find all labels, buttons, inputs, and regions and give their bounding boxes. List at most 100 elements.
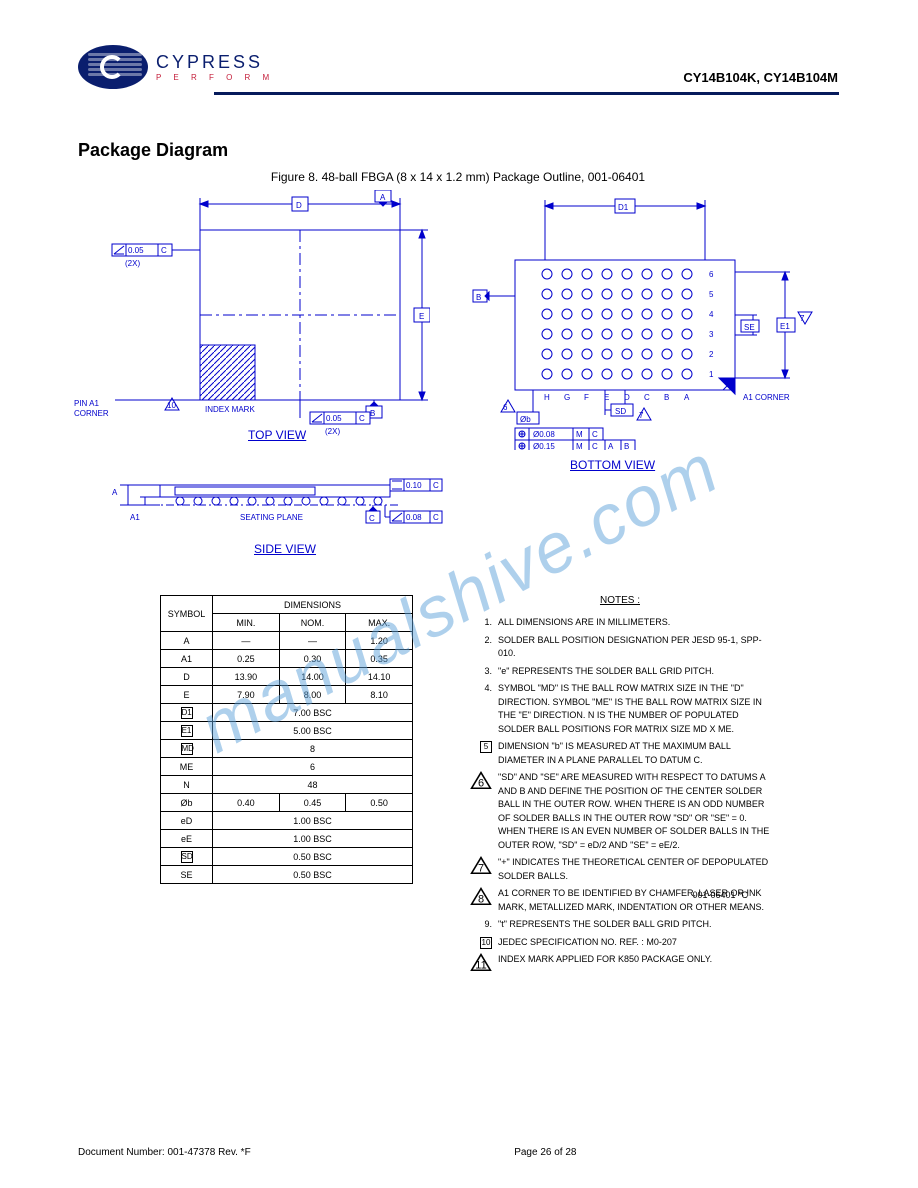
svg-text:D1: D1 — [618, 203, 629, 212]
svg-text:A: A — [112, 488, 118, 497]
header-rule — [214, 92, 839, 95]
table-row: ME6 — [161, 758, 413, 776]
svg-text:0.10: 0.10 — [406, 481, 422, 490]
svg-text:E: E — [419, 312, 424, 321]
svg-text:H: H — [544, 393, 550, 402]
table-row: A10.250.300.35 — [161, 650, 413, 668]
svg-text:8: 8 — [478, 894, 484, 906]
svg-text:1: 1 — [709, 370, 714, 379]
svg-text:SEATING PLANE: SEATING PLANE — [240, 513, 303, 522]
figure-caption: Figure 8. 48-ball FBGA (8 x 14 x 1.2 mm)… — [78, 170, 838, 184]
note-item: 6"SD" AND "SE" ARE MEASURED WITH RESPECT… — [470, 771, 770, 852]
logo-mark — [78, 45, 148, 89]
svg-text:6: 6 — [478, 778, 484, 790]
svg-text:7: 7 — [478, 863, 484, 875]
svg-text:3: 3 — [709, 330, 714, 339]
table-row: SE0.50 BSC — [161, 866, 413, 884]
svg-text:C: C — [161, 246, 167, 255]
svg-text:C: C — [433, 481, 439, 490]
svg-text:C: C — [592, 442, 598, 450]
note-item: 1.ALL DIMENSIONS ARE IN MILLIMETERS. — [470, 616, 770, 630]
svg-text:7: 7 — [800, 314, 805, 323]
logo: CYPRESS P E R F O R M — [78, 45, 274, 89]
note-item: 4.SYMBOL "MD" IS THE BALL ROW MATRIX SIZ… — [470, 682, 770, 736]
page: CYPRESS P E R F O R M CY14B104K, CY14B10… — [0, 0, 918, 1188]
svg-text:6: 6 — [503, 403, 508, 412]
logo-sub: P E R F O R M — [156, 73, 274, 82]
svg-text:Ø0.15: Ø0.15 — [533, 442, 555, 450]
svg-text:Ø0.08: Ø0.08 — [533, 430, 555, 439]
table-row: D17.00 BSC — [161, 704, 413, 722]
note-item: 3."e" REPRESENTS THE SOLDER BALL GRID PI… — [470, 665, 770, 679]
svg-text:PIN A1CORNER: PIN A1CORNER — [74, 399, 109, 418]
svg-text:D: D — [296, 201, 302, 210]
svg-text:C: C — [433, 513, 439, 522]
logo-name: CYPRESS — [156, 52, 274, 73]
svg-text:C: C — [369, 514, 375, 523]
package-reference: 001-06401 *C — [692, 890, 748, 900]
note-item: 7"+" INDICATES THE THEORETICAL CENTER OF… — [470, 856, 770, 883]
svg-text:6: 6 — [709, 270, 714, 279]
bottom-view-diagram: HGFEDCBA 654321 D1 E1 SE SD 7 7 6 B Øb — [455, 190, 835, 450]
table-row: E15.00 BSC — [161, 722, 413, 740]
table-row: A——1.20 — [161, 632, 413, 650]
svg-text:Øb: Øb — [520, 415, 531, 424]
svg-text:0.05: 0.05 — [128, 246, 144, 255]
svg-text:M: M — [576, 442, 583, 450]
svg-text:INDEX MARK: INDEX MARK — [205, 405, 255, 414]
footer: Document Number: 001-47378 Rev. *F Page … — [78, 1147, 840, 1158]
svg-text:5: 5 — [709, 290, 714, 299]
svg-text:SD: SD — [615, 407, 626, 416]
svg-text:A: A — [684, 393, 690, 402]
svg-text:G: G — [564, 393, 570, 402]
table-row: Øb0.400.450.50 — [161, 794, 413, 812]
svg-text:C: C — [359, 414, 365, 423]
svg-text:0.08: 0.08 — [406, 513, 422, 522]
svg-text:M: M — [576, 430, 583, 439]
svg-text:F: F — [584, 393, 589, 402]
part-number: CY14B104K, CY14B104M — [683, 70, 838, 85]
note-item: 9."t" REPRESENTS THE SOLDER BALL GRID PI… — [470, 918, 770, 932]
svg-text:A: A — [608, 442, 614, 450]
svg-text:4: 4 — [709, 310, 714, 319]
svg-text:10: 10 — [167, 401, 176, 410]
svg-text:A: A — [380, 193, 386, 202]
table-row: eE1.00 BSC — [161, 830, 413, 848]
table-row: MD8 — [161, 740, 413, 758]
table-row: N48 — [161, 776, 413, 794]
note-item: 10JEDEC SPECIFICATION NO. REF. : M0-207 — [470, 936, 770, 950]
th-symbol: SYMBOL — [161, 596, 213, 632]
svg-text:B: B — [624, 442, 629, 450]
svg-text:B: B — [664, 393, 669, 402]
svg-text:E1: E1 — [780, 322, 790, 331]
svg-text:7: 7 — [639, 411, 644, 420]
th-min: MIN. — [213, 614, 280, 632]
footer-center: Page 26 of 28 — [514, 1147, 576, 1158]
svg-text:C: C — [644, 393, 650, 402]
svg-text:0.05: 0.05 — [326, 414, 342, 423]
top-view-diagram: D A E B 0.05 C (2X) 0.05 C (2X) INDEX MA… — [70, 190, 430, 450]
svg-text:(2X): (2X) — [125, 259, 140, 268]
section-title: Package Diagram — [78, 140, 228, 161]
svg-text:A1 CORNER: A1 CORNER — [743, 393, 790, 402]
logo-text: CYPRESS P E R F O R M — [156, 52, 274, 82]
table-row: E7.908.008.10 — [161, 686, 413, 704]
footer-left: Document Number: 001-47378 Rev. *F — [78, 1147, 251, 1158]
svg-text:(2X): (2X) — [325, 427, 340, 436]
note-item: 11INDEX MARK APPLIED FOR K850 PACKAGE ON… — [470, 953, 770, 967]
svg-text:11: 11 — [475, 960, 486, 972]
svg-text:2: 2 — [709, 350, 714, 359]
table-row: SD0.50 BSC — [161, 848, 413, 866]
svg-text:SE: SE — [744, 323, 755, 332]
svg-text:A1: A1 — [130, 513, 140, 522]
dimension-table: SYMBOL DIMENSIONS MIN. NOM. MAX. A——1.20… — [160, 595, 413, 884]
top-view-label: TOP VIEW — [248, 428, 306, 442]
side-view-label: SIDE VIEW — [254, 542, 316, 556]
table-row: eD1.00 BSC — [161, 812, 413, 830]
svg-text:B: B — [476, 293, 481, 302]
th-dimensions: DIMENSIONS — [213, 596, 413, 614]
notes: NOTES : 1.ALL DIMENSIONS ARE IN MILLIMET… — [470, 595, 770, 971]
svg-text:B: B — [370, 409, 375, 418]
notes-title: NOTES : — [470, 595, 770, 606]
svg-text:C: C — [592, 430, 598, 439]
